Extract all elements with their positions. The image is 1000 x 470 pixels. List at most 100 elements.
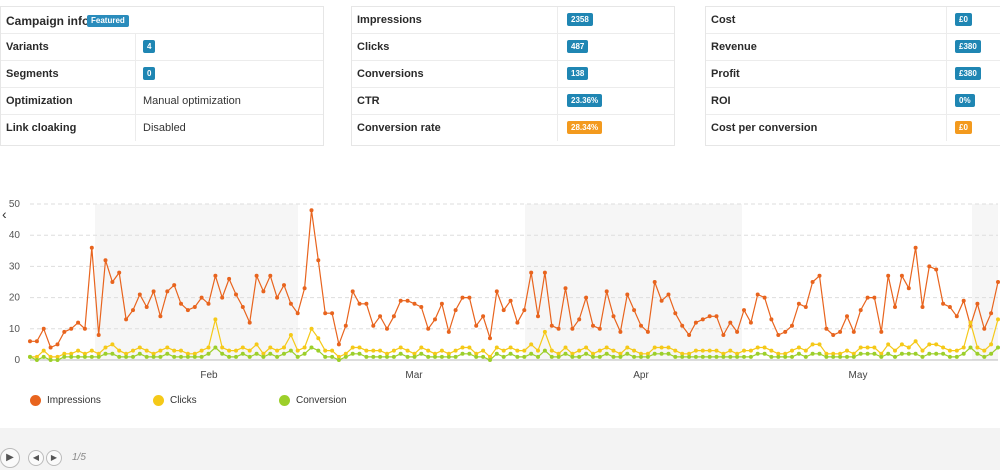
data-point-impressions — [185, 308, 190, 313]
data-point-impressions — [41, 326, 46, 331]
data-point-impressions — [748, 320, 753, 325]
finance-row-profit: Profit £380 — [706, 61, 1000, 88]
data-point-conversion — [961, 351, 966, 356]
data-point-impressions — [838, 329, 843, 334]
data-point-clicks — [824, 351, 829, 356]
data-point-conversion — [549, 354, 554, 359]
data-point-conversion — [220, 351, 225, 356]
data-point-impressions — [645, 329, 650, 334]
data-point-impressions — [570, 326, 575, 331]
data-point-conversion — [755, 351, 760, 356]
data-point-impressions — [920, 305, 925, 309]
data-point-conversion — [611, 354, 616, 359]
campaign-info-panel: Campaign info Featured Variants 4 Segmen… — [0, 6, 324, 146]
next-icon[interactable]: ▶ — [46, 450, 62, 466]
data-point-conversion — [597, 354, 602, 359]
ctr-badge: 23.36% — [567, 94, 603, 107]
data-point-clicks — [412, 351, 417, 356]
data-point-clicks — [460, 345, 465, 350]
data-point-impressions — [295, 311, 300, 316]
play-icon[interactable]: ▶ — [0, 448, 20, 468]
data-point-conversion — [941, 351, 946, 356]
data-point-impressions — [611, 314, 616, 319]
data-point-conversion — [117, 354, 122, 359]
data-point-conversion — [584, 351, 589, 356]
data-point-clicks — [220, 345, 225, 350]
data-point-impressions — [28, 339, 32, 344]
data-point-impressions — [268, 273, 273, 278]
data-point-conversion — [439, 354, 444, 359]
row-label: Segments — [6, 68, 59, 80]
data-point-clicks — [687, 351, 692, 356]
campaign-row-variants: Variants 4 — [1, 34, 323, 61]
finance-row-revenue: Revenue £380 — [706, 34, 1000, 61]
data-point-conversion — [666, 351, 671, 356]
chart-left-arrow-icon[interactable]: ‹ — [2, 206, 7, 222]
data-point-conversion — [227, 354, 232, 359]
data-point-impressions — [961, 298, 966, 303]
data-point-conversion — [707, 354, 712, 359]
data-point-clicks — [433, 351, 437, 356]
data-point-impressions — [227, 276, 232, 281]
data-point-clicks — [604, 345, 609, 350]
y-tick-label: 10 — [9, 324, 21, 335]
data-point-clicks — [776, 351, 781, 356]
finance-row-roi: ROI 0% — [706, 88, 1000, 115]
data-point-conversion — [714, 354, 719, 359]
series-line-clicks — [30, 319, 999, 358]
data-point-impressions — [199, 295, 204, 300]
row-label: Variants — [6, 41, 49, 53]
data-point-conversion — [769, 354, 774, 359]
data-point-impressions — [721, 333, 726, 337]
data-point-clicks — [845, 348, 849, 353]
data-point-conversion — [453, 354, 458, 359]
x-tick-label: Mar — [405, 370, 423, 380]
data-point-conversion — [872, 351, 877, 356]
data-point-clicks — [611, 348, 616, 353]
data-point-clicks — [879, 351, 884, 356]
stats-row-conversions: Conversions 138 — [352, 61, 674, 88]
data-point-conversion — [639, 354, 643, 359]
data-point-conversion — [625, 351, 630, 356]
data-point-impressions — [494, 289, 499, 294]
data-point-clicks — [549, 348, 554, 353]
data-point-clicks — [350, 345, 355, 350]
data-point-impressions — [700, 317, 705, 322]
prev-icon[interactable]: ◀ — [28, 450, 44, 466]
data-point-conversion — [776, 354, 781, 359]
data-point-conversion — [137, 351, 142, 356]
data-point-conversion — [927, 351, 932, 356]
data-point-clicks — [474, 351, 479, 356]
data-point-impressions — [247, 320, 252, 325]
data-point-conversion — [247, 354, 252, 359]
data-point-conversion — [254, 351, 259, 356]
data-point-impressions — [89, 245, 94, 250]
data-point-clicks — [137, 345, 142, 350]
data-point-conversion — [982, 354, 987, 359]
data-point-impressions — [179, 301, 183, 306]
data-point-conversion — [831, 354, 836, 359]
data-point-clicks — [714, 348, 719, 353]
data-point-impressions — [192, 305, 197, 309]
data-point-impressions — [220, 295, 225, 300]
row-label: Clicks — [357, 41, 390, 53]
data-point-conversion — [542, 348, 547, 353]
data-point-clicks — [330, 348, 335, 353]
data-point-impressions — [996, 280, 1000, 284]
data-point-impressions — [742, 308, 746, 313]
variants-badge: 4 — [143, 40, 156, 53]
data-point-clicks — [632, 348, 637, 353]
data-point-clicks — [261, 351, 266, 356]
data-point-impressions — [240, 305, 245, 309]
data-point-clicks — [343, 351, 348, 356]
data-point-conversion — [185, 354, 190, 359]
data-point-clicks — [89, 348, 94, 353]
data-point-conversion — [151, 354, 156, 359]
data-point-conversion — [790, 354, 794, 359]
data-point-conversion — [796, 351, 801, 356]
data-point-clicks — [721, 351, 726, 356]
data-point-conversion — [323, 354, 328, 359]
data-point-impressions — [845, 314, 849, 319]
data-point-conversion — [913, 351, 918, 356]
data-point-clicks — [769, 348, 774, 353]
